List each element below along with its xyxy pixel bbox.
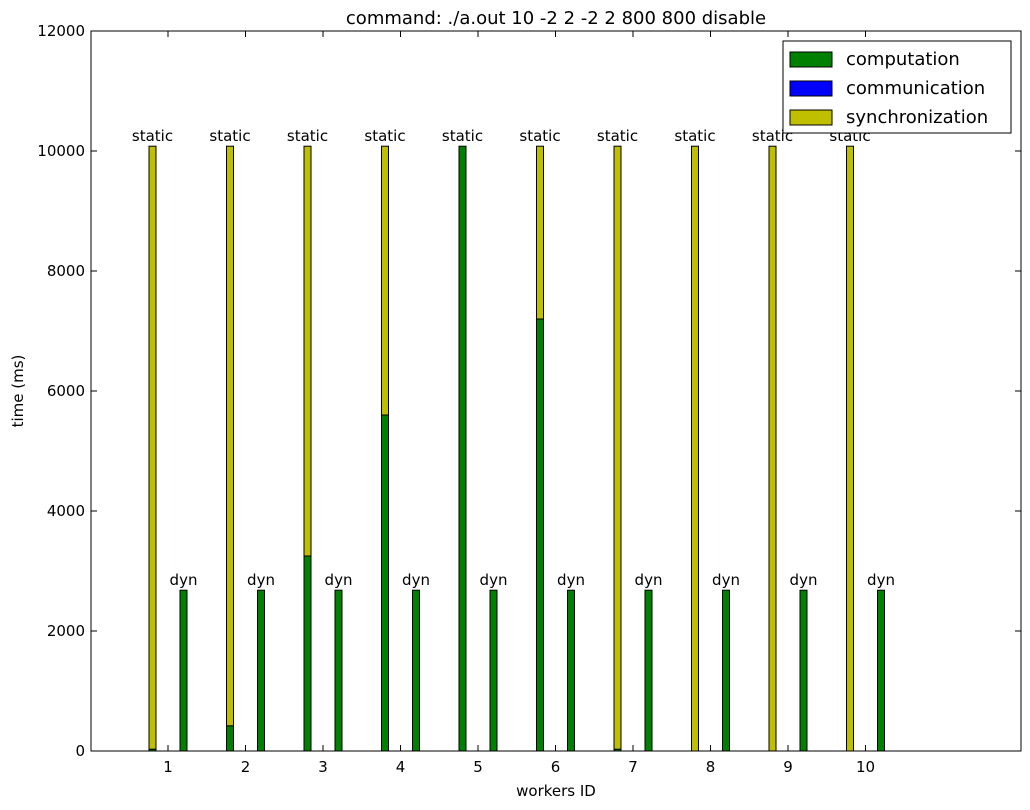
- bars-layer: [148, 145, 885, 752]
- bar-label-dyn-1: dyn: [170, 571, 198, 589]
- x-axis-title: workers ID: [516, 782, 596, 800]
- bar-label-static-3: static: [287, 127, 328, 145]
- x-tick-label: 10: [856, 758, 875, 776]
- legend-label-synchronization: synchronization: [846, 107, 988, 128]
- bar-label-dyn-8: dyn: [712, 571, 740, 589]
- x-tick-label: 7: [628, 758, 638, 776]
- bar-dyn-computation-10: [877, 589, 885, 752]
- bar-label-static-1: static: [132, 127, 173, 145]
- y-tick-label: 10000: [37, 142, 85, 160]
- bar-static-synchronization-10: [846, 145, 854, 752]
- bar-label-dyn-10: dyn: [867, 571, 895, 589]
- legend-label-communication: communication: [846, 78, 985, 99]
- legend: computation communication synchronization: [782, 40, 1012, 134]
- bar-dyn-computation-2: [257, 589, 265, 752]
- bar-dyn-computation-4: [412, 589, 420, 752]
- x-tick-label: 8: [706, 758, 716, 776]
- y-tick-label: 2000: [47, 622, 85, 640]
- bar-dyn-computation-1: [179, 589, 188, 752]
- bar-label-static-5: static: [442, 127, 483, 145]
- y-tick-label: 6000: [47, 382, 85, 400]
- x-tick-label: 6: [551, 758, 561, 776]
- legend-label-computation: computation: [846, 49, 960, 70]
- x-tick-label: 4: [396, 758, 406, 776]
- bar-label-dyn-2: dyn: [247, 571, 275, 589]
- bar-label-static-8: static: [674, 127, 715, 145]
- x-tick-label: 3: [318, 758, 328, 776]
- bar-label-dyn-3: dyn: [325, 571, 353, 589]
- bar-static-computation-6: [536, 318, 544, 752]
- bar-dyn-computation-5: [489, 589, 498, 752]
- bar-label-dyn-7: dyn: [635, 571, 663, 589]
- y-tick-label: 4000: [47, 502, 85, 520]
- y-axis-title: time (ms): [9, 355, 27, 428]
- bar-static-synchronization-1: [148, 145, 157, 750]
- bar-dyn-computation-6: [567, 589, 575, 752]
- bar-dyn-computation-3: [334, 589, 343, 752]
- x-tick-label: 1: [163, 758, 173, 776]
- bar-label-static-7: static: [597, 127, 638, 145]
- bar-label-static-2: static: [209, 127, 250, 145]
- legend-swatch-computation: [789, 51, 833, 68]
- bar-static-synchronization-2: [226, 145, 234, 727]
- x-axis: 1 2 3 4 5 6 7 8 9 10: [163, 31, 875, 776]
- bar-label-dyn-9: dyn: [790, 571, 818, 589]
- bar-static-synchronization-8: [691, 145, 699, 752]
- y-tick-label: 0: [75, 742, 85, 760]
- legend-swatch-synchronization: [789, 109, 833, 126]
- bar-static-synchronization-7: [613, 145, 622, 750]
- chart-title: command: ./a.out 10 -2 2 -2 2 800 800 di…: [346, 8, 766, 29]
- x-tick-label: 5: [473, 758, 483, 776]
- bar-static-synchronization-3: [303, 145, 312, 557]
- legend-swatch-communication: [789, 80, 833, 97]
- y-tick-label: 8000: [47, 262, 85, 280]
- bar-static-computation-5: [458, 145, 467, 752]
- bar-static-synchronization-9: [768, 145, 777, 752]
- bar-dyn-computation-7: [644, 589, 653, 752]
- bar-label-static-4: static: [364, 127, 405, 145]
- y-axis: 0 2000 4000 6000 8000 10000 12000: [37, 22, 1021, 760]
- bar-labels-layer: static static static static static static stat…: [132, 127, 895, 589]
- bar-dyn-computation-9: [799, 589, 808, 752]
- bar-dyn-computation-8: [722, 589, 730, 752]
- bar-static-synchronization-4: [381, 145, 389, 416]
- bar-static-computation-2: [226, 725, 234, 752]
- bar-label-dyn-5: dyn: [480, 571, 508, 589]
- bar-label-dyn-6: dyn: [557, 571, 585, 589]
- x-tick-label: 2: [241, 758, 251, 776]
- x-tick-label: 9: [783, 758, 793, 776]
- y-tick-label: 12000: [37, 22, 85, 40]
- bar-static-computation-4: [381, 414, 389, 752]
- bar-static-computation-3: [303, 555, 312, 752]
- bar-label-static-6: static: [519, 127, 560, 145]
- bar-static-synchronization-6: [536, 145, 544, 320]
- bar-label-dyn-4: dyn: [402, 571, 430, 589]
